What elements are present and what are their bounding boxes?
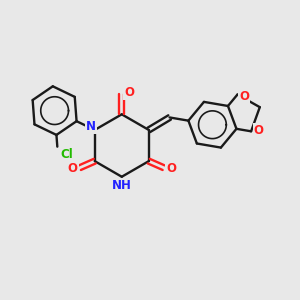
Text: NH: NH [112,178,132,192]
Text: O: O [239,90,249,103]
Text: O: O [254,124,263,136]
Text: O: O [68,162,78,176]
Text: Cl: Cl [61,148,73,161]
Text: O: O [124,86,134,99]
Text: N: N [86,121,96,134]
Text: O: O [166,162,176,176]
